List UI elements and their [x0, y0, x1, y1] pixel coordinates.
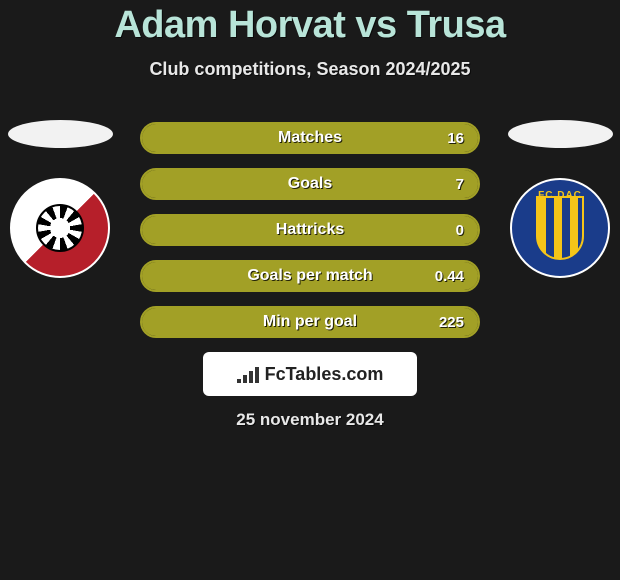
player-left-avatar-placeholder: [8, 120, 113, 148]
player-right-column: FC DAC: [500, 120, 620, 278]
club-badge-right: FC DAC: [510, 178, 610, 278]
stat-bar-label: Hattricks: [276, 221, 344, 239]
header: Adam Horvat vs Trusa Club competitions, …: [0, 0, 620, 80]
player-left-column: [0, 120, 120, 278]
stat-bar: Goals per match 0.44: [140, 260, 480, 292]
stat-bar-label: Matches: [278, 129, 342, 147]
player-right-avatar-placeholder: [508, 120, 613, 148]
stat-bar-label: Goals per match: [247, 267, 372, 285]
stats-bars: Matches 16 Goals 7 Hattricks 0 Goals per match…: [140, 122, 480, 338]
bar-chart-icon: [237, 365, 259, 383]
stat-bar: Hattricks 0: [140, 214, 480, 246]
brand-text: FcTables.com: [265, 364, 384, 385]
stat-bar-value: 16: [447, 130, 464, 147]
stat-bar-value: 7: [456, 176, 464, 193]
page-subtitle: Club competitions, Season 2024/2025: [0, 59, 620, 80]
brand-tag[interactable]: FcTables.com: [203, 352, 417, 396]
date-line: 25 november 2024: [0, 410, 620, 430]
stat-bar: Min per goal 225: [140, 306, 480, 338]
stat-bar-value: 225: [439, 314, 464, 331]
stat-bar: Matches 16: [140, 122, 480, 154]
stat-bar: Goals 7: [140, 168, 480, 200]
club-badge-left: [10, 178, 110, 278]
stat-bar-label: Goals: [288, 175, 332, 193]
stat-bar-value: 0: [456, 222, 464, 239]
stat-bar-value: 0.44: [435, 268, 464, 285]
stat-bar-label: Min per goal: [263, 313, 357, 331]
page-title: Adam Horvat vs Trusa: [0, 4, 620, 47]
